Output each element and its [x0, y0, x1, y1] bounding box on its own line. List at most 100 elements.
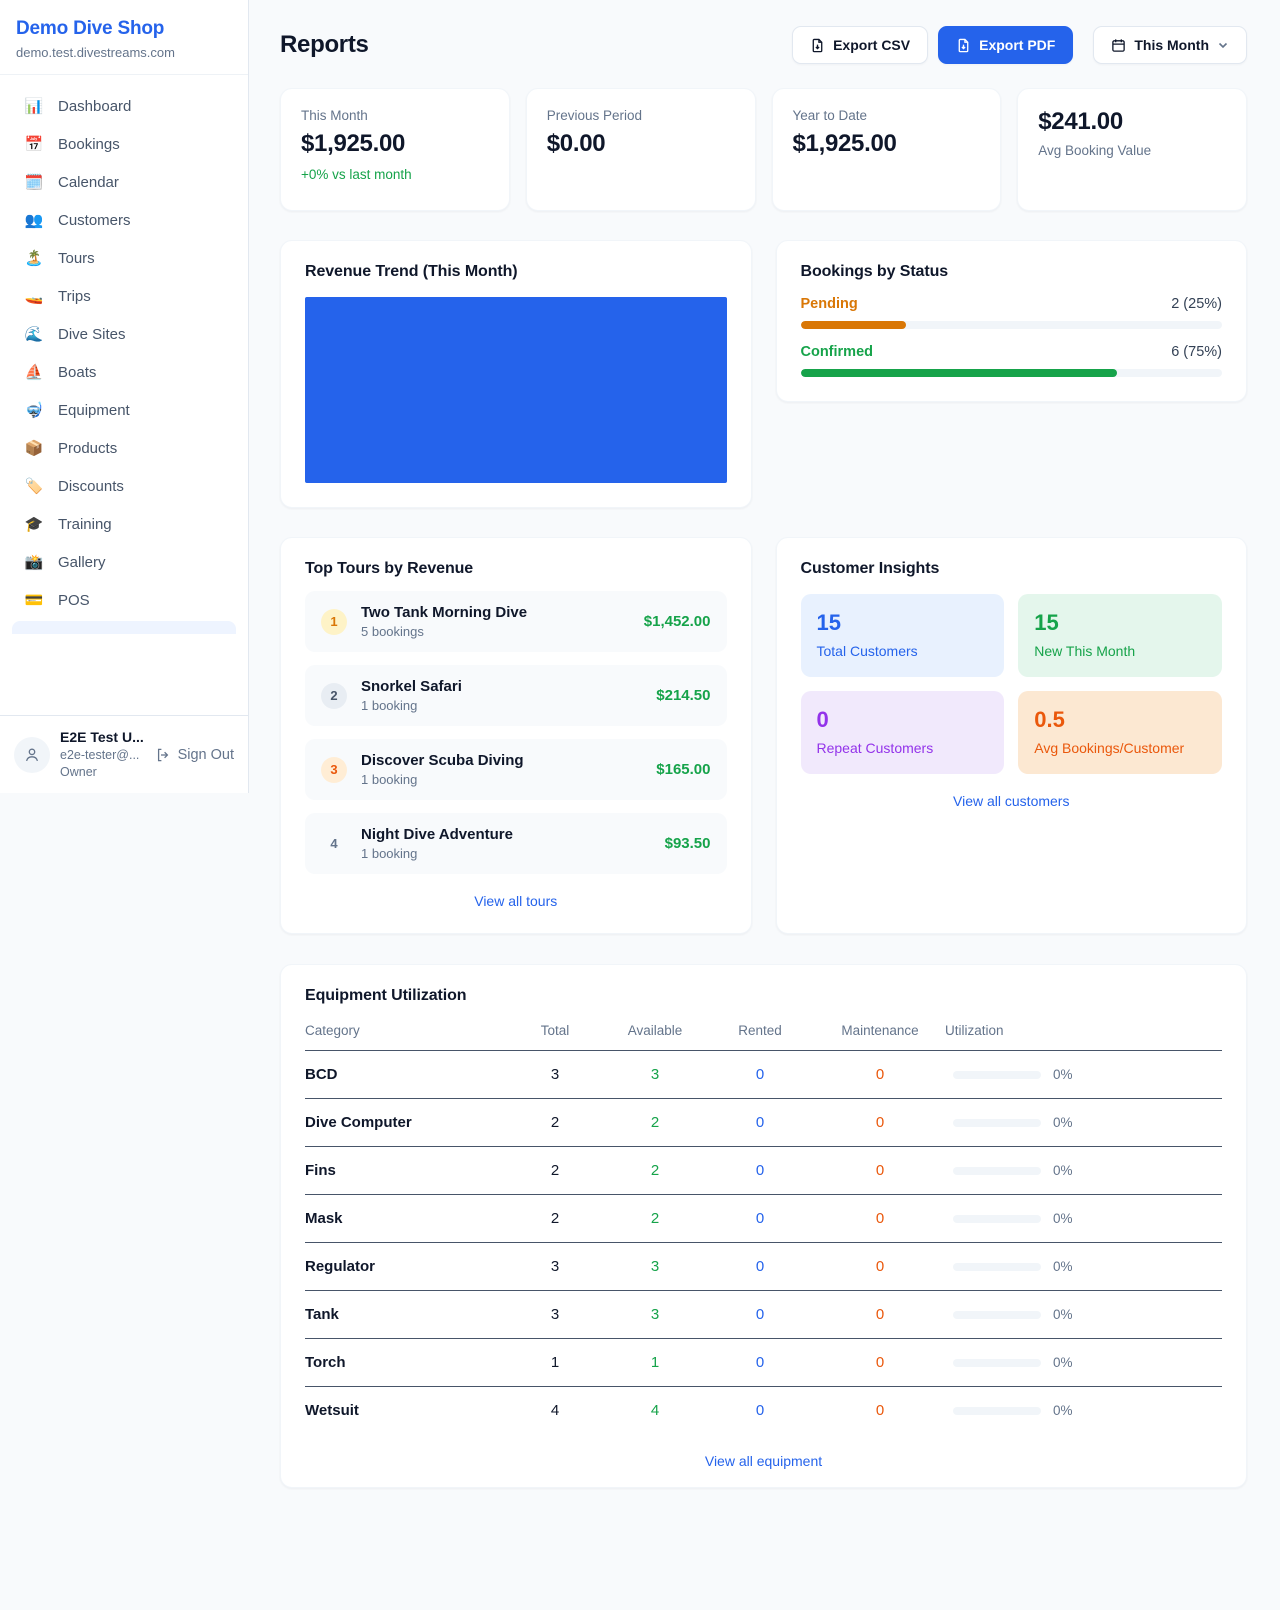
view-all-equipment-link[interactable]: View all equipment [305, 1453, 1222, 1469]
cell-category: Fins [305, 1146, 505, 1195]
export-pdf-button[interactable]: Export PDF [938, 26, 1074, 64]
sidebar-item-boats[interactable]: ⛵ Boats [12, 353, 236, 391]
bookings-calendar-icon: 📅 [24, 136, 44, 153]
sidebar-item-customers[interactable]: 👥 Customers [12, 201, 236, 239]
gallery-camera-icon: 📸 [24, 554, 44, 571]
status-label: Confirmed [800, 344, 874, 360]
view-all-customers-link[interactable]: View all customers [801, 793, 1223, 809]
cell-rented: 0 [705, 1194, 815, 1243]
user-role: Owner [60, 765, 97, 780]
tile-value: 15 [1034, 610, 1059, 635]
cell-rented: 0 [705, 1146, 815, 1195]
stat-value: $1,925.00 [792, 130, 897, 157]
sidebar-item-label: Tours [58, 249, 95, 267]
bookings-by-status-card: Bookings by Status Pending 2 (25%) Confi… [775, 240, 1247, 402]
sidebar-item-trips[interactable]: 🚤 Trips [12, 277, 236, 315]
chevron-down-icon [1218, 42, 1228, 49]
rank-badge: 3 [321, 756, 347, 783]
sidebar-item-discounts[interactable]: 🏷️ Discounts [12, 467, 236, 505]
column-header-total: Total [505, 1013, 605, 1051]
sidebar-item-dive-sites[interactable]: 🌊 Dive Sites [12, 315, 236, 353]
sidebar-item-label: Discounts [58, 477, 124, 495]
main-content: Reports Export CSV Export PDF [249, 0, 1280, 1488]
cell-rented: 0 [705, 1242, 815, 1291]
page-title: Reports [280, 31, 369, 58]
table-row: Tank 3 3 0 0 0% [305, 1290, 1222, 1339]
sidebar-item-pos[interactable]: 💳 POS [12, 581, 236, 619]
view-all-tours-link[interactable]: View all tours [305, 893, 727, 909]
status-progress-track [800, 321, 1222, 329]
utilization-percent: 0% [1053, 1211, 1073, 1226]
sidebar: Demo Dive Shop demo.test.divestreams.com… [0, 0, 249, 793]
table-header-row: Category Total Available Rented Maintena… [305, 1013, 1222, 1051]
sidebar-item-label: Equipment [58, 401, 130, 419]
user-email: e2e-tester@... [60, 748, 140, 763]
tour-bookings: 1 booking [361, 772, 418, 787]
tile-new-this-month: 15 New This Month [1018, 594, 1222, 677]
column-header-rented: Rented [705, 1013, 815, 1051]
column-header-category: Category [305, 1013, 505, 1051]
avatar [14, 736, 50, 773]
column-header-maintenance: Maintenance [815, 1013, 945, 1051]
sidebar-item-products[interactable]: 📦 Products [12, 429, 236, 467]
utilization-bar [953, 1406, 1041, 1415]
stat-card-avg-booking-value: $241.00 Avg Booking Value [1017, 88, 1247, 211]
tour-bookings: 1 booking [361, 846, 418, 861]
cell-total: 1 [505, 1338, 605, 1387]
sidebar-item-bookings[interactable]: 📅 Bookings [12, 125, 236, 163]
cell-rented: 0 [705, 1338, 815, 1387]
sidebar-item-training[interactable]: 🎓 Training [12, 505, 236, 543]
trips-speedboat-icon: 🚤 [24, 288, 44, 305]
tile-repeat-customers: 0 Repeat Customers [800, 691, 1005, 774]
tours-island-icon: 🏝️ [24, 250, 44, 267]
calendar-outline-icon [1112, 38, 1126, 52]
tile-label: Total Customers [816, 643, 918, 659]
cell-available: 3 [605, 1242, 705, 1291]
tile-label: New This Month [1034, 643, 1136, 659]
person-icon [25, 748, 39, 761]
period-label: This Month [1134, 37, 1209, 53]
cell-maintenance: 0 [815, 1098, 945, 1147]
export-pdf-label: Export PDF [979, 37, 1056, 53]
equipment-utilization-title: Equipment Utilization [305, 987, 467, 1004]
file-download-icon [958, 38, 969, 52]
sidebar-item-dashboard[interactable]: 📊 Dashboard [12, 87, 236, 125]
tour-row: 1 Two Tank Morning Dive 5 bookings $1,45… [305, 591, 727, 652]
cell-total: 3 [505, 1242, 605, 1291]
user-section: E2E Test U... e2e-tester@... Owner Sign … [0, 715, 248, 793]
brand-block: Demo Dive Shop demo.test.divestreams.com [0, 0, 248, 75]
cell-rented: 0 [755, 1402, 765, 1419]
export-csv-button[interactable]: Export CSV [792, 26, 929, 64]
boats-sailboat-icon: ⛵ [24, 364, 44, 381]
sidebar-item-active-partial[interactable] [12, 621, 236, 634]
table-row: Regulator 3 3 0 0 0% [305, 1242, 1222, 1291]
sidebar-item-label: Boats [58, 363, 97, 381]
cell-total: 2 [505, 1194, 605, 1243]
tour-bookings: 5 bookings [361, 624, 424, 639]
cell-available: 1 [605, 1338, 705, 1387]
table-row: Mask 2 2 0 0 0% [305, 1194, 1222, 1243]
tour-name: Snorkel Safari [361, 678, 462, 695]
sidebar-nav: 📊 Dashboard 📅 Bookings 🗓️ Calendar 👥 Cus… [0, 75, 248, 634]
sidebar-item-label: Dashboard [58, 97, 132, 115]
tour-revenue: $93.50 [664, 835, 711, 852]
utilization-cell: 0% [945, 1403, 1222, 1418]
tour-row: 4 Night Dive Adventure 1 booking $93.50 [305, 813, 727, 874]
tour-revenue: $1,452.00 [643, 613, 711, 630]
sidebar-item-calendar[interactable]: 🗓️ Calendar [12, 163, 236, 201]
sign-out-button[interactable]: Sign Out [155, 747, 234, 763]
sidebar-item-tours[interactable]: 🏝️ Tours [12, 239, 236, 277]
cell-rented: 0 [705, 1098, 815, 1147]
utilization-percent: 0% [1053, 1307, 1073, 1322]
status-progress-fill [800, 369, 1117, 377]
revenue-trend-title: Revenue Trend (This Month) [305, 263, 518, 280]
sidebar-item-gallery[interactable]: 📸 Gallery [12, 543, 236, 581]
user-name: E2E Test U... [60, 729, 144, 746]
period-dropdown[interactable]: This Month [1093, 26, 1247, 64]
customers-people-icon: 👥 [24, 212, 44, 229]
sidebar-item-equipment[interactable]: 🤿 Equipment [12, 391, 236, 429]
utilization-cell: 0% [945, 1307, 1222, 1322]
utilization-cell: 0% [945, 1115, 1222, 1130]
cell-total: 3 [505, 1050, 605, 1099]
utilization-cell: 0% [945, 1355, 1222, 1370]
